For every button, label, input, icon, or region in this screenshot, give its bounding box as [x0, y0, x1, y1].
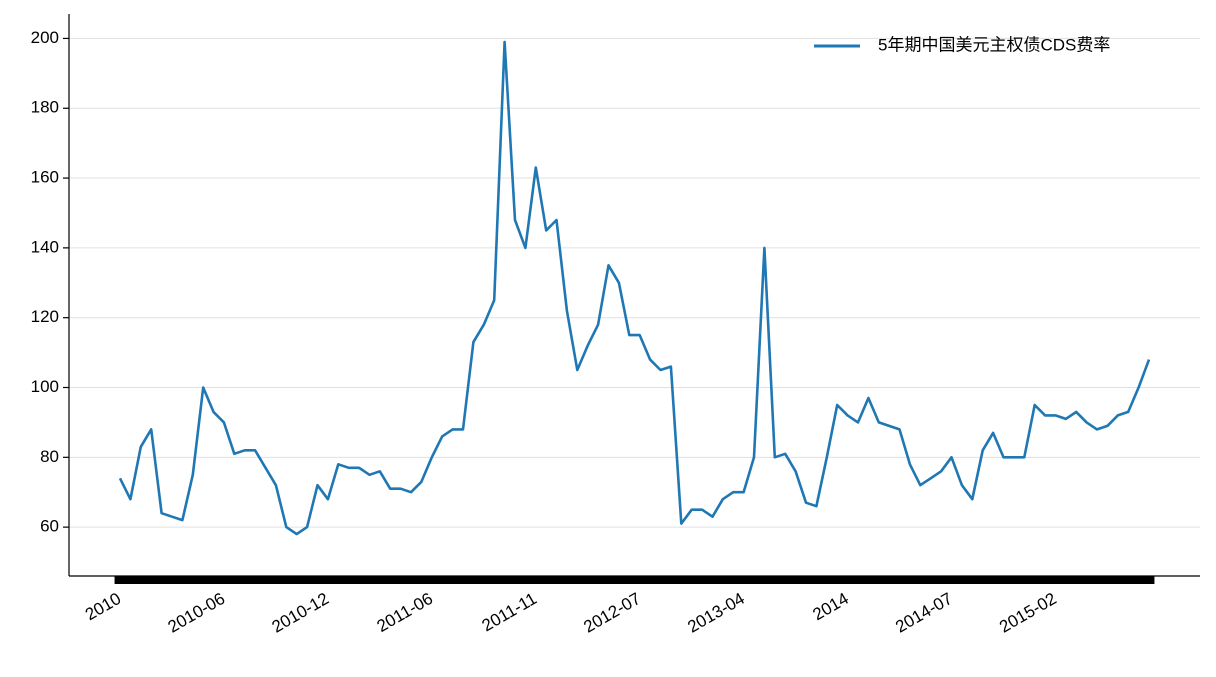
data-line: [118, 40, 1151, 536]
y-tick-label: 60: [40, 517, 59, 536]
x-tick-label: 2012-07: [580, 589, 644, 637]
legend-label: 5年期中国美元主权债CDS费率: [878, 35, 1110, 54]
x-tick-label: 2013-04: [684, 589, 748, 637]
y-tick-label: 180: [31, 98, 59, 117]
x-tick-label: 2011-11: [479, 589, 540, 635]
y-tick-label: 160: [31, 168, 59, 187]
y-tick-label: 120: [31, 307, 59, 326]
x-tick-label: 2011-06: [374, 589, 436, 636]
x-tick-label: 2015-02: [996, 589, 1060, 637]
x-tick-label: 2014-07: [892, 589, 956, 637]
x-tick-label: 2010-12: [269, 589, 333, 637]
y-tick-label: 100: [31, 377, 59, 396]
y-tick-label: 140: [31, 237, 59, 256]
x-tick-label: 2010: [82, 589, 124, 624]
y-tick-label: 200: [31, 28, 59, 47]
y-tick-label: 80: [40, 447, 59, 466]
x-tick-label: 2010-06: [165, 589, 229, 637]
x-tick-label: 2014: [810, 589, 852, 624]
